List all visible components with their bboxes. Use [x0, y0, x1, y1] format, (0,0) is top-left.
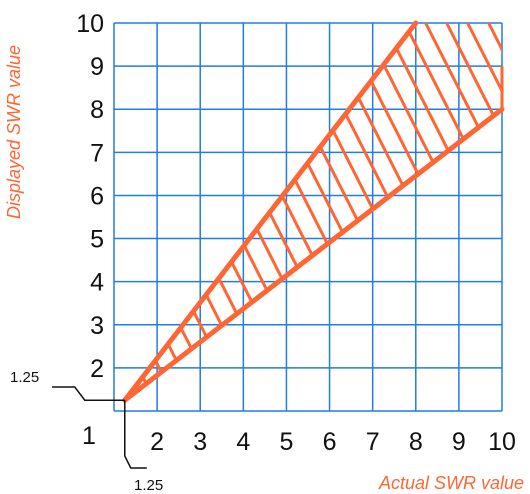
x-tick-label-4: 4	[236, 428, 250, 456]
hatch-line-25	[223, 23, 477, 401]
x-callout-leader	[124, 400, 147, 469]
x-axis-title: Actual SWR value	[378, 473, 524, 493]
y-tick-label-8: 8	[90, 96, 104, 124]
origin-tick-label: 1	[82, 422, 96, 450]
hatch-line-15	[124, 23, 267, 401]
y-tick-label-10: 10	[76, 10, 104, 38]
x-tick-label-2: 2	[150, 428, 164, 456]
tick-layer: 2 3 4 5 6 7 8 9 10 2 3 4 5 6 7 8 9 10 1	[76, 10, 516, 456]
hatch-line-14	[124, 23, 246, 401]
annotation-layer: 1.25 1.25	[10, 369, 163, 494]
x-tick-label-6: 6	[323, 428, 337, 456]
lower-limit-line	[122, 106, 505, 403]
x-tick-label-8: 8	[409, 428, 423, 456]
y-callout-leader	[52, 386, 125, 401]
x-tick-label-9: 9	[452, 428, 466, 456]
hatch-line-23	[181, 23, 435, 401]
hatch-line-36	[454, 23, 503, 401]
y-tick-label-5: 5	[90, 226, 104, 254]
y-tick-label-7: 7	[90, 139, 104, 167]
hatch-line-29	[307, 23, 503, 401]
upper-limit-line	[122, 20, 419, 403]
x-tick-label-7: 7	[366, 428, 380, 456]
hatch-line-35	[433, 23, 503, 401]
hatch-line-27	[265, 23, 503, 401]
y-callout-label: 1.25	[10, 369, 39, 386]
series-layer	[122, 20, 505, 403]
hatch-line-10	[124, 23, 162, 401]
hatch-line-18	[124, 23, 330, 401]
y-tick-label-6: 6	[90, 182, 104, 210]
y-tick-label-2: 2	[90, 355, 104, 383]
hatch-line-21	[139, 23, 393, 401]
x-callout-label: 1.25	[134, 477, 163, 494]
hatch-line-33	[391, 23, 503, 401]
hatch-line-13	[124, 23, 225, 401]
grid-layer	[113, 22, 503, 412]
x-tick-label-3: 3	[193, 428, 207, 456]
x-tick-label-5: 5	[279, 428, 293, 456]
y-tick-label-9: 9	[90, 53, 104, 81]
hatch-line-19	[124, 23, 351, 401]
y-tick-label-3: 3	[90, 312, 104, 340]
hatch-line-34	[412, 23, 503, 401]
x-tick-label-10: 10	[488, 428, 516, 456]
y-tick-label-4: 4	[90, 269, 104, 297]
y-axis-title: Displayed SWR value	[4, 45, 24, 219]
hatch-line-16	[124, 23, 288, 401]
